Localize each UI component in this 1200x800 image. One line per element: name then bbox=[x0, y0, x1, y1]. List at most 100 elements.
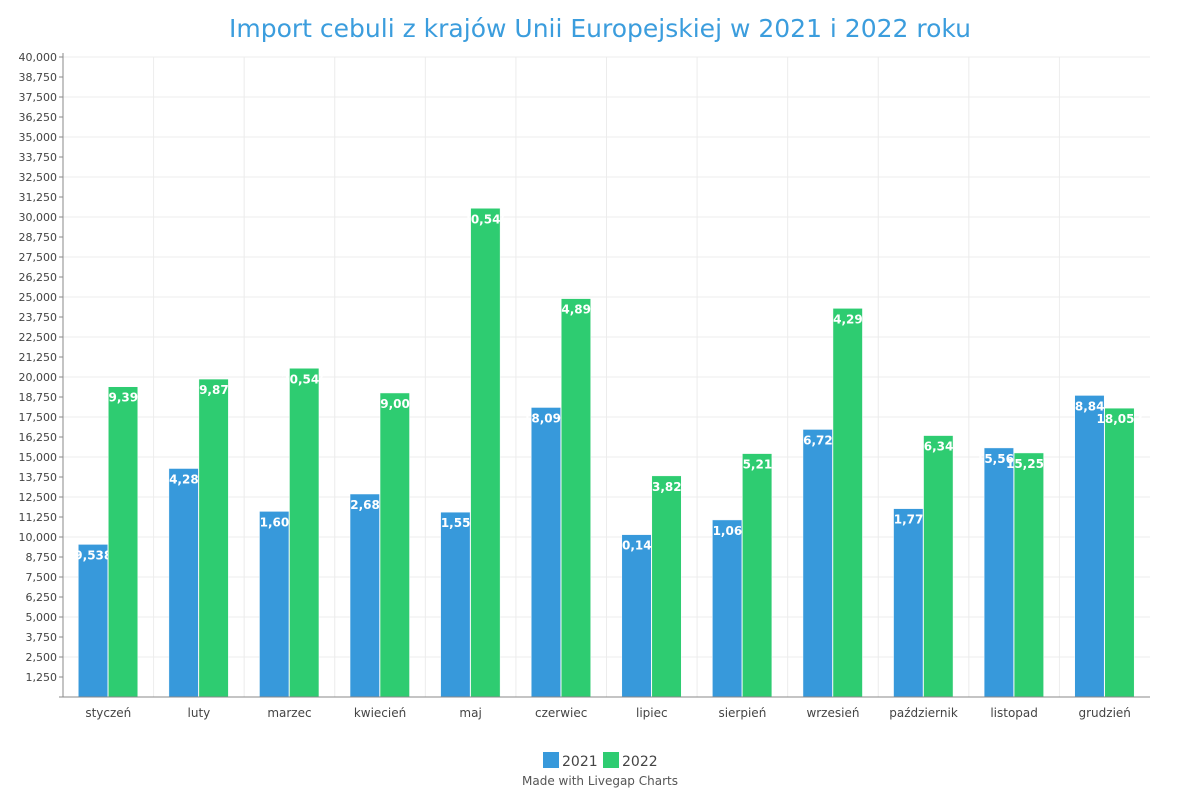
y-tick-label: 30,000 bbox=[19, 211, 58, 224]
data-label-2022: 19,392 bbox=[100, 391, 146, 405]
bar-2022 bbox=[923, 435, 954, 698]
data-label-2022: 19,870 bbox=[191, 383, 237, 397]
grid bbox=[63, 56, 1150, 697]
bar-2021 bbox=[168, 468, 199, 698]
data-label-2022: 24,290 bbox=[825, 312, 871, 326]
bar-2021 bbox=[530, 407, 561, 698]
data-label-2021: 11,601 bbox=[251, 515, 297, 529]
y-tick-label: 7,500 bbox=[26, 571, 58, 584]
bar-2022 bbox=[560, 298, 591, 698]
y-tick-label: 8,750 bbox=[26, 551, 58, 564]
x-tick-label: styczeń bbox=[85, 706, 131, 720]
x-tick-label: marzec bbox=[267, 706, 311, 720]
bar-2022 bbox=[1013, 452, 1044, 698]
y-tick-label: 36,250 bbox=[19, 111, 58, 124]
x-tick-label: lipiec bbox=[636, 706, 668, 720]
x-axis: styczeń luty marzec kwiecień maj czerwiec lipi… bbox=[63, 696, 1150, 720]
y-tick-label: 13,750 bbox=[19, 471, 58, 484]
data-label-2022: 15,213 bbox=[734, 458, 780, 472]
x-tick-label: maj bbox=[459, 706, 481, 720]
y-tick-label: 12,500 bbox=[19, 491, 58, 504]
x-tick-label: czerwiec bbox=[535, 706, 587, 720]
bar-2022 bbox=[470, 208, 501, 698]
y-tick-label: 15,000 bbox=[19, 451, 58, 464]
data-label-2021: 18,096 bbox=[523, 411, 569, 425]
bars: 9,538 19,392 14,282 19,870 11,601 20,546 12,68… bbox=[74, 208, 1143, 698]
x-tick-label: październik bbox=[889, 706, 958, 720]
bar-2022 bbox=[198, 378, 229, 698]
data-label-2022: 15,254 bbox=[1006, 457, 1052, 471]
bar-2022 bbox=[289, 368, 320, 698]
legend-swatch-2021 bbox=[543, 752, 559, 768]
bar-2021 bbox=[621, 534, 652, 698]
data-label-2021: 11,067 bbox=[704, 524, 750, 538]
x-tick-label: kwiecień bbox=[354, 706, 406, 720]
y-tick-label: 40,000 bbox=[19, 51, 58, 64]
y-tick-label: 17,500 bbox=[19, 411, 58, 424]
bar-2021 bbox=[440, 511, 471, 698]
y-tick-label: 10,000 bbox=[19, 531, 58, 544]
data-label-2021: 9,538 bbox=[74, 548, 112, 562]
bar-2021 bbox=[712, 519, 743, 698]
data-label-2021: 12,687 bbox=[342, 498, 388, 512]
y-tick-label: 28,750 bbox=[19, 231, 58, 244]
chart-title: Import cebuli z krajów Unii Europejskiej… bbox=[229, 14, 971, 43]
bar-2022 bbox=[1104, 407, 1135, 698]
data-label-2021: 10,148 bbox=[614, 539, 660, 553]
y-tick-label: 25,000 bbox=[19, 291, 58, 304]
data-label-2022: 18,053 bbox=[1097, 412, 1143, 426]
data-label-2022: 16,340 bbox=[915, 440, 961, 454]
bar-2022 bbox=[108, 386, 139, 698]
y-tick-label: 22,500 bbox=[19, 331, 58, 344]
legend-swatch-2022 bbox=[603, 752, 619, 768]
y-tick-label: 27,500 bbox=[19, 251, 58, 264]
bar-2021 bbox=[259, 511, 290, 698]
data-label-2022: 20,546 bbox=[281, 372, 327, 386]
y-tick-label: 5,000 bbox=[26, 611, 58, 624]
y-tick-label: 37,500 bbox=[19, 91, 58, 104]
legend-label-2021: 2021 bbox=[562, 754, 598, 770]
x-tick-label: wrzesień bbox=[806, 706, 859, 720]
bar-2021 bbox=[893, 508, 924, 698]
y-tick-label: 21,250 bbox=[19, 351, 58, 364]
y-tick-label: 1,250 bbox=[26, 671, 58, 684]
legend[interactable]: 2021 2022 bbox=[543, 752, 658, 770]
y-tick-label: 33,750 bbox=[19, 151, 58, 164]
data-label-2022: 13,822 bbox=[644, 480, 690, 494]
y-tick-label: 16,250 bbox=[19, 431, 58, 444]
data-label-2022: 19,002 bbox=[372, 397, 418, 411]
y-tick-label: 3,750 bbox=[26, 631, 58, 644]
y-tick-label: 2,500 bbox=[26, 651, 58, 664]
x-tick-label: grudzień bbox=[1079, 706, 1131, 720]
y-tick-label: 26,250 bbox=[19, 271, 58, 284]
bar-2021 bbox=[78, 544, 109, 698]
y-tick-label: 18,750 bbox=[19, 391, 58, 404]
data-label-2021: 15,568 bbox=[976, 452, 1022, 466]
y-tick-label: 20,000 bbox=[19, 371, 58, 384]
legend-label-2022: 2022 bbox=[622, 754, 658, 770]
bar-2022 bbox=[379, 392, 410, 698]
y-tick-label: 11,250 bbox=[19, 511, 58, 524]
bar-2021 bbox=[983, 447, 1014, 698]
x-tick-label: listopad bbox=[990, 706, 1038, 720]
y-tick-label: 32,500 bbox=[19, 171, 58, 184]
credit-text: Made with Livegap Charts bbox=[522, 774, 678, 788]
y-tick-label: 6,250 bbox=[26, 591, 58, 604]
data-label-2022: 30,546 bbox=[462, 212, 508, 226]
data-label-2021: 11,773 bbox=[885, 513, 931, 527]
bar-2021 bbox=[349, 493, 380, 698]
y-tick-label: 35,000 bbox=[19, 131, 58, 144]
x-tick-label: sierpień bbox=[718, 706, 766, 720]
bar-2022 bbox=[742, 453, 773, 698]
y-tick-label: 23,750 bbox=[19, 311, 58, 324]
y-tick-label: 31,250 bbox=[19, 191, 58, 204]
y-tick-label: 38,750 bbox=[19, 71, 58, 84]
data-label-2021: 16,723 bbox=[795, 433, 841, 447]
bar-2022 bbox=[651, 475, 682, 698]
bar-2021 bbox=[1074, 395, 1105, 698]
data-label-2021: 14,282 bbox=[161, 472, 207, 486]
bar-2021 bbox=[802, 429, 833, 698]
data-label-2022: 24,899 bbox=[553, 303, 599, 317]
data-label-2021: 18,849 bbox=[1067, 399, 1113, 413]
